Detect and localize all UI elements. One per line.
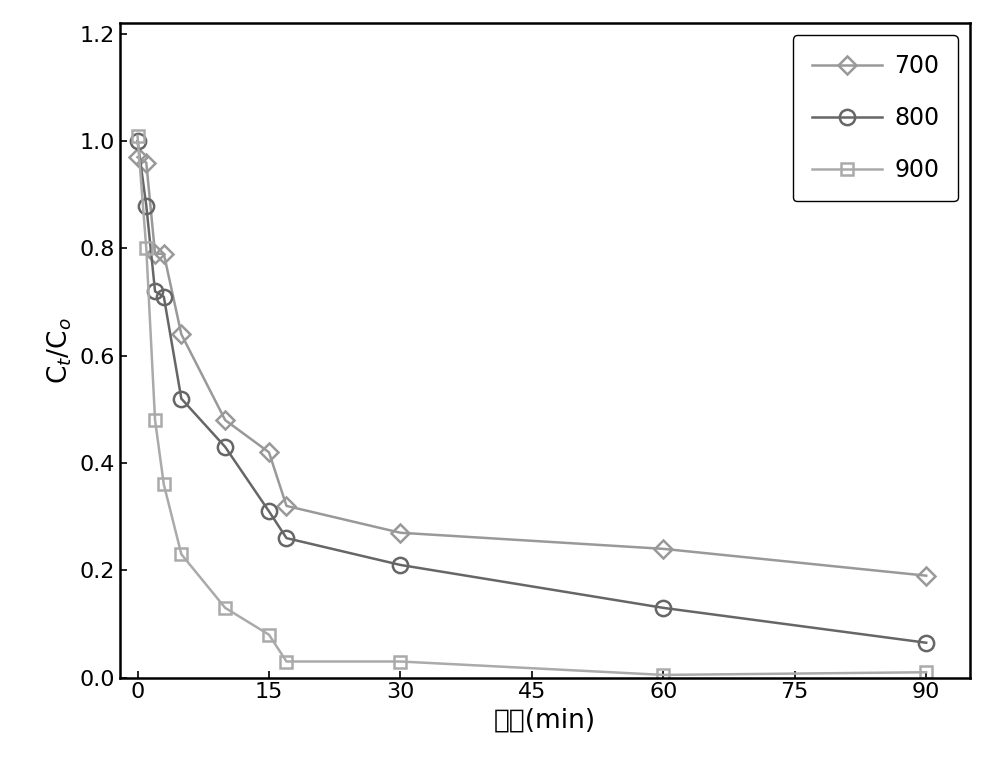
800 xyxy=(175,394,187,403)
900 xyxy=(149,416,161,425)
900 xyxy=(158,480,170,489)
800 xyxy=(149,286,161,296)
700 xyxy=(149,249,161,259)
700 xyxy=(158,249,170,259)
700 xyxy=(175,330,187,339)
700 xyxy=(219,416,231,425)
900 xyxy=(175,550,187,559)
800 xyxy=(219,442,231,451)
900 xyxy=(657,671,669,680)
Line: 700: 700 xyxy=(131,151,932,582)
800 xyxy=(263,507,275,516)
700 xyxy=(657,544,669,554)
700 xyxy=(263,447,275,457)
Line: 900: 900 xyxy=(131,129,932,681)
700 xyxy=(132,152,144,162)
900 xyxy=(263,630,275,639)
X-axis label: 时间(min): 时间(min) xyxy=(494,708,596,734)
900 xyxy=(140,244,152,253)
900 xyxy=(219,603,231,612)
800 xyxy=(657,603,669,612)
800 xyxy=(140,201,152,210)
800 xyxy=(394,561,406,570)
800 xyxy=(132,136,144,146)
Line: 800: 800 xyxy=(130,133,934,651)
800 xyxy=(920,638,932,648)
900 xyxy=(394,657,406,666)
900 xyxy=(280,657,292,666)
Y-axis label: C$_t$/C$_o$: C$_t$/C$_o$ xyxy=(46,317,74,383)
900 xyxy=(132,131,144,140)
700 xyxy=(280,501,292,511)
900 xyxy=(920,668,932,677)
800 xyxy=(280,534,292,543)
800 xyxy=(158,292,170,301)
Legend: 700, 800, 900: 700, 800, 900 xyxy=(793,35,958,201)
700 xyxy=(140,158,152,167)
700 xyxy=(920,571,932,581)
700 xyxy=(394,528,406,537)
